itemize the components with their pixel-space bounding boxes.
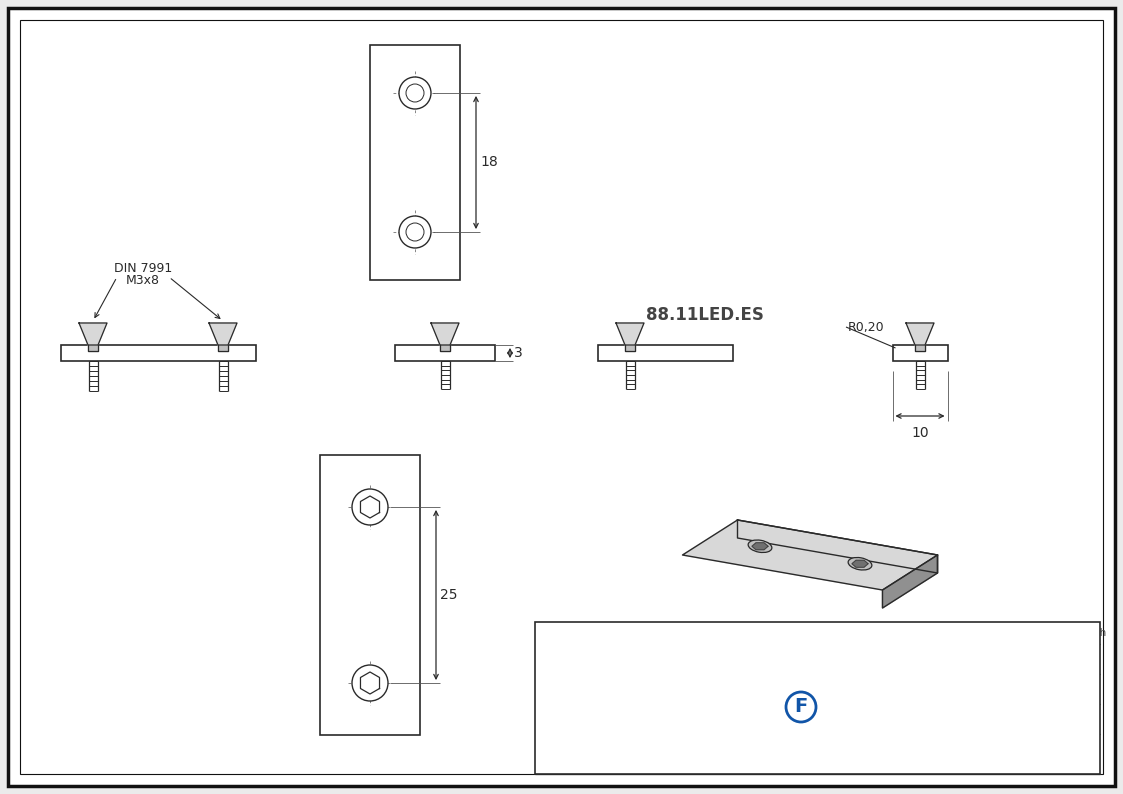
Circle shape	[407, 223, 424, 241]
Text: Artikelnummer: Artikelnummer	[794, 628, 871, 638]
Polygon shape	[852, 561, 868, 567]
Polygon shape	[738, 520, 938, 573]
Text: F: F	[794, 697, 807, 716]
Text: M3x8: M3x8	[126, 274, 159, 287]
Bar	[597, 345, 732, 361]
Polygon shape	[752, 543, 768, 549]
Polygon shape	[209, 323, 237, 345]
Polygon shape	[79, 323, 107, 345]
Text: Version: 1: Version: 1	[822, 740, 877, 750]
Polygon shape	[218, 345, 228, 351]
Text: A4: A4	[1044, 709, 1077, 729]
Circle shape	[407, 84, 424, 102]
Text: Signatur: Signatur	[620, 628, 665, 638]
Text: Werkstoff:: Werkstoff:	[541, 682, 594, 692]
Polygon shape	[431, 323, 459, 345]
Ellipse shape	[748, 540, 772, 553]
Text: 18: 18	[480, 156, 497, 169]
Text: 3: 3	[514, 346, 522, 360]
Polygon shape	[88, 345, 98, 351]
Text: Blattformat: Blattformat	[1033, 680, 1089, 690]
Text: Gewicht 0,006 kg: Gewicht 0,006 kg	[564, 740, 661, 750]
Bar	[320, 455, 420, 735]
Bar	[535, 622, 1101, 774]
Text: 23.05.2019: 23.05.2019	[681, 653, 748, 665]
Text: R0,20: R0,20	[848, 321, 885, 333]
Text: 10: 10	[911, 426, 929, 440]
Text: DIN 7991: DIN 7991	[113, 262, 172, 275]
Text: Datum: Datum	[696, 628, 731, 638]
Bar	[61, 345, 256, 361]
Polygon shape	[617, 323, 643, 345]
Ellipse shape	[848, 557, 871, 570]
Polygon shape	[360, 496, 380, 518]
Text: Massstab: 2:1: Massstab: 2:1	[706, 740, 784, 750]
Text: LED-ES: LED-ES	[761, 645, 883, 673]
Polygon shape	[626, 345, 634, 351]
Polygon shape	[683, 520, 938, 590]
Text: EDELSTAHL · ALUMINIUM · SCHMIEDEISEN: EDELSTAHL · ALUMINIUM · SCHMIEDEISEN	[776, 716, 935, 726]
Bar	[369, 45, 460, 280]
Circle shape	[351, 665, 389, 701]
Text: Blatt 1 von 3: Blatt 1 von 3	[965, 740, 1035, 750]
Text: 25: 25	[440, 588, 457, 602]
Text: Feldmann: Feldmann	[787, 692, 925, 716]
Polygon shape	[440, 345, 450, 351]
Text: Hersteller: Hersteller	[759, 680, 811, 690]
Circle shape	[399, 77, 431, 109]
Text: Ch. Höfig: Ch. Höfig	[546, 653, 600, 665]
Circle shape	[351, 489, 389, 525]
Text: Oberfläche:  Roh: Oberfläche: Roh	[1020, 628, 1106, 638]
Polygon shape	[883, 555, 938, 608]
Bar	[893, 345, 948, 361]
Text: CH: CH	[634, 653, 651, 665]
Text: Name: Name	[557, 628, 587, 638]
Circle shape	[399, 216, 431, 248]
Polygon shape	[360, 672, 380, 694]
Text: 1.4301 (X5CrNi18-10): 1.4301 (X5CrNi18-10)	[541, 696, 663, 706]
Polygon shape	[915, 345, 925, 351]
Bar	[395, 345, 495, 361]
Text: 88.11LED.ES: 88.11LED.ES	[646, 306, 764, 324]
Circle shape	[786, 692, 816, 722]
Polygon shape	[906, 323, 934, 345]
